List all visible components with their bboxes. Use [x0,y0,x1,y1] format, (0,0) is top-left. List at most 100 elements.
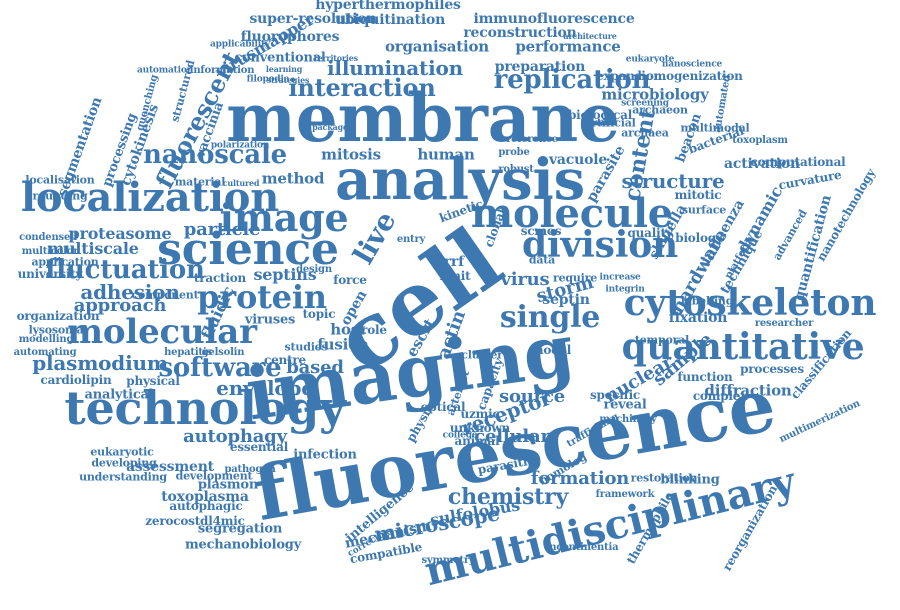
word-blinking: blinking [660,472,720,488]
word-septins: septins [253,265,317,284]
word-pathogen: pathogen [224,464,276,475]
word-infection: infection [293,447,357,463]
word-computational: computational [750,155,846,169]
word-cluster: cluster [461,348,503,362]
word-traction: traction [193,271,247,285]
word-adhesion: adhesion [80,280,180,304]
word-applicability: applicability [210,39,270,50]
word-zerocostdl4mic: zerocostdl4mic [145,514,245,528]
word-toxoplasm: toxoplasm [732,135,788,146]
word-preparation: preparation [494,59,586,75]
word-method: method [261,169,325,188]
word-ubiquitination: ubiquitination [334,12,446,28]
word-single: single [499,300,601,335]
word-software: software [158,353,282,383]
word-labelling: labelling [680,294,734,308]
word-cytoskeleton: cytoskeleton [623,282,877,324]
word-particle: particle [183,219,261,240]
word-topic: topic [302,307,336,321]
word-uzmic: uzmic [460,407,500,421]
word-specific: specific [589,388,641,402]
word-material: material [174,175,226,189]
word-organisation: organisation [384,37,490,56]
word-eukaryote: eukaryote [625,54,675,65]
word-reference: reference [506,134,558,145]
word-filopodia: filopodia [246,74,290,85]
word-entry: entry [396,234,426,245]
word-symmetry: symmetry [421,555,475,566]
word-srrf: srrf [436,254,464,270]
word-eukaryotic: eukaryotic [90,445,154,459]
word-fluorophores: fluorophores [240,29,340,45]
word-strategies: strategies [266,75,310,85]
word-approach: approach [73,295,167,316]
word-condensed: condensed [19,232,77,243]
word-developing: developing [91,456,157,470]
word-probe: probe [498,147,530,158]
word-technology: technology [64,381,346,435]
word-essential: essential [229,440,289,454]
word-territories: territories [314,53,358,63]
word-immunofluorescence: immunofluorescence [473,11,635,27]
word-biological: biological [567,108,633,122]
word-force: force [333,273,367,287]
word-design: design [296,264,332,275]
word-segregation: segregation [197,521,283,537]
word-college: college [442,430,478,441]
word-data: data [528,253,556,267]
word-fixation: fixation [668,310,728,326]
word-optical: optical [420,400,466,414]
word-vacuole: vacuole [548,152,608,168]
word-protein: protein [197,278,327,316]
word-based: based [286,357,344,378]
word-analytical: analytical [84,387,154,403]
word-human: human [417,145,475,164]
word-integrin: integrin [605,284,645,295]
word-source: source [499,386,565,407]
word-assessment: assessment [126,459,214,475]
word-septin: septin [542,292,590,308]
word-learning: learning [265,64,303,74]
word-reconstruction: reconstruction [463,25,577,41]
word-mitosis: mitosis [321,145,381,164]
word-cultured: cultured [222,178,260,188]
word-mitotic: mitotic [674,188,722,202]
word-autophagic: autophagic [169,499,243,513]
word-studies: studies [284,340,328,354]
word-modelling: modelling [18,334,74,345]
word-lysosomal: lysosomal [28,323,88,337]
word-microbiology: microbiology [601,85,709,104]
word-nanoscale: nanoscale [143,140,287,170]
word-application: application [31,255,99,269]
word-structure: structure [621,169,725,193]
word-mechanobiology: mechanobiology [184,537,302,553]
word-temporal: temporal [634,333,690,347]
word-science: science [157,224,339,275]
word-plasmodium: plasmodium [32,351,168,375]
word-quantitative: quantitative [621,326,865,368]
word-host: host [330,320,366,339]
word-framework: framework [595,489,655,500]
word-development: development [175,469,253,483]
word-expansion: expansion [596,69,662,83]
word-proteasome: proteasome [68,224,172,243]
word-fluctuation: fluctuation [45,255,205,285]
word-gelsolin: gelsolin [201,347,245,358]
word-model: model [530,343,572,357]
word-incontinentia: incontinentia [545,542,619,553]
word-virus: virus [500,269,550,290]
word-image: image [219,195,349,240]
word-increase: increase [599,272,641,283]
word-centre: centre [264,353,306,367]
word-scmos: scmos [520,224,562,238]
word-robust: robust [498,164,534,175]
word-envelope: envelope [216,376,314,400]
word-quality: quality [627,226,673,240]
word-function: function [677,370,733,384]
word-toxoplasma: toxoplasma [161,489,249,505]
word-division: division [522,224,678,266]
word-understanding: understanding [79,470,167,484]
word-analysis: analysis [335,147,585,213]
word-limit: limit [439,269,471,283]
